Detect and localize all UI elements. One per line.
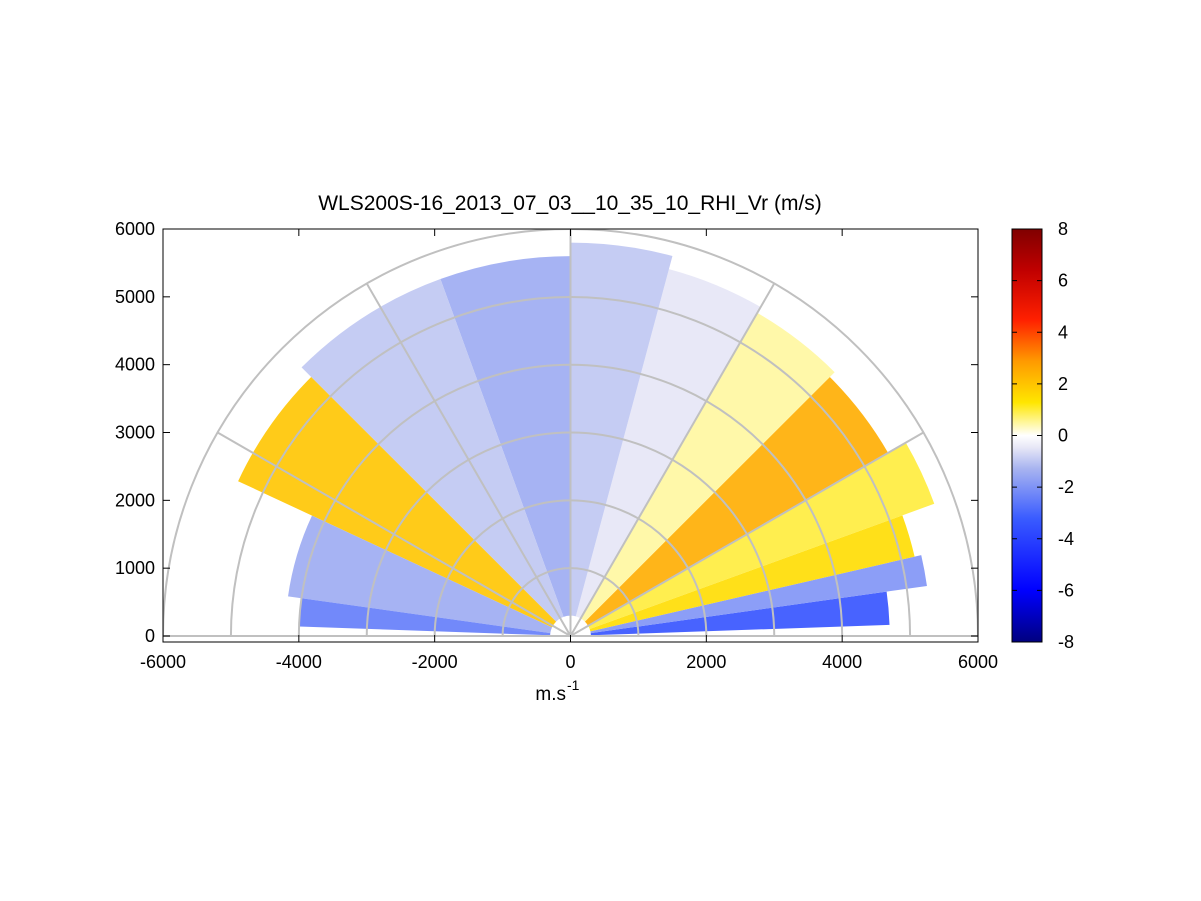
velocity-sector-10 <box>238 376 557 628</box>
velocity-sector-2 <box>589 515 915 632</box>
y-tick-label-2: 2000 <box>115 490 155 510</box>
radial-line-4 <box>217 431 571 637</box>
x-tick-label-1: -4000 <box>276 652 322 672</box>
y-tick-label-5: 5000 <box>115 287 155 307</box>
y-axis: 0 1000 2000 3000 4000 5000 6000 <box>115 219 978 646</box>
velocity-sector-8 <box>440 256 571 617</box>
chart-title: WLS200S-16_2013_07_03__10_35_10_RHI_Vr (… <box>318 192 822 215</box>
cbar-tick-label-0: -8 <box>1058 632 1074 652</box>
velocity-sector-1 <box>590 555 927 634</box>
velocity-sector-0 <box>590 591 890 636</box>
velocity-sector-3 <box>588 442 935 630</box>
colorbar: -8 -6 -4 -2 0 2 4 6 8 <box>1011 219 1074 652</box>
x-tick-label-2: -2000 <box>412 652 458 672</box>
colorbar-ticks: -8 -6 -4 -2 0 2 4 6 8 <box>1012 219 1074 652</box>
x-tick-label-5: 4000 <box>822 652 862 672</box>
y-tick-label-1: 1000 <box>115 558 155 578</box>
x-tick-label-4: 2000 <box>686 652 726 672</box>
x-axis-label-superscript: -1 <box>567 677 580 693</box>
y-tick-label-4: 4000 <box>115 355 155 375</box>
cbar-tick-label-1: -6 <box>1058 580 1074 600</box>
cbar-tick-label-2: -4 <box>1058 529 1074 549</box>
cbar-tick-label-4: 0 <box>1058 426 1068 446</box>
velocity-sector-5 <box>580 312 835 622</box>
x-axis-label-base: m.s <box>535 684 566 705</box>
x-tick-label-6: 6000 <box>958 652 998 672</box>
velocity-sector-7 <box>570 242 673 617</box>
plot-area: -6000 -4000 -2000 0 2000 4000 6000 0 1000 2000 30… <box>115 219 998 672</box>
velocity-sector-6 <box>575 269 761 619</box>
y-tick-label-0: 0 <box>145 626 155 646</box>
cbar-tick-label-6: 4 <box>1058 322 1068 342</box>
velocity-sector-12 <box>298 598 551 636</box>
radial-line-1 <box>569 283 776 637</box>
x-axis: -6000 -4000 -2000 0 2000 4000 6000 <box>140 229 998 672</box>
cbar-tick-label-7: 6 <box>1058 271 1068 291</box>
velocity-sector-11 <box>288 515 553 634</box>
radial-line-0 <box>570 431 924 637</box>
x-tick-label-3: 0 <box>565 652 575 672</box>
cbar-tick-label-3: -2 <box>1058 477 1074 497</box>
y-tick-label-3: 3000 <box>115 423 155 443</box>
x-tick-label-0: -6000 <box>140 652 186 672</box>
radial-line-3 <box>365 283 572 637</box>
x-axis-label: m.s <box>535 684 566 705</box>
cbar-tick-label-5: 2 <box>1058 374 1068 394</box>
y-tick-label-6: 6000 <box>115 219 155 239</box>
cbar-tick-label-8: 8 <box>1058 219 1068 239</box>
velocity-sector-4 <box>584 376 889 626</box>
